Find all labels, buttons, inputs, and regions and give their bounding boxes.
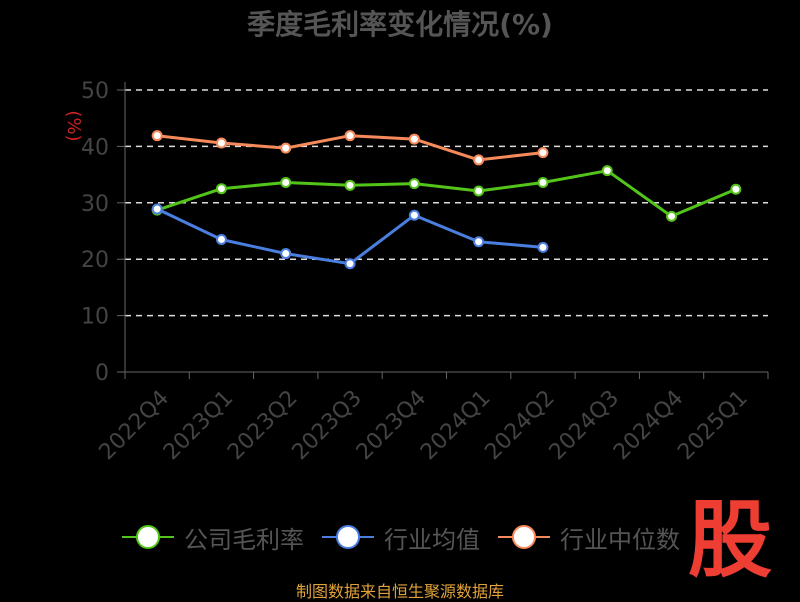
point-company-margin-2023Q3[interactable]: [344, 179, 356, 191]
point-industry-median-2023Q2[interactable]: [280, 142, 292, 154]
axes: [117, 82, 769, 379]
point-company-margin-2023Q4[interactable]: [408, 178, 420, 190]
legend-item-company[interactable]: 公司毛利率: [122, 515, 304, 559]
point-industry-mean-2023Q4[interactable]: [408, 209, 420, 221]
legend-label-company: 公司毛利率: [184, 525, 304, 554]
y-tick-label-50: 50: [81, 79, 109, 104]
x-tick-label-2023Q1: 2023Q1: [159, 386, 238, 465]
point-industry-median-2022Q4[interactable]: [151, 130, 163, 142]
y-tick-label-0: 0: [95, 361, 109, 386]
point-industry-mean-2023Q1[interactable]: [215, 233, 227, 245]
x-tick-label-2023Q2: 2023Q2: [223, 386, 302, 465]
x-tick-label-2025Q1: 2025Q1: [673, 386, 752, 465]
legend: 公司毛利率 行业均值 行业中位数: [0, 515, 800, 559]
point-industry-mean-2023Q3[interactable]: [344, 258, 356, 270]
logo-mark: 股: [688, 491, 773, 589]
point-company-margin-2024Q1[interactable]: [473, 185, 485, 197]
series-line-company-margin: [156, 169, 737, 218]
legend-label-industry-median: 行业中位数: [560, 525, 680, 554]
chart-title: 季度毛利率变化情况(%): [247, 8, 553, 41]
y-tick-label-40: 40: [81, 135, 109, 160]
grid-lines: [125, 89, 768, 317]
legend-item-industry-median[interactable]: 行业中位数: [498, 515, 680, 559]
source-footer: 制图数据来自恒生聚源数据库: [295, 582, 504, 601]
legend-label-industry-mean: 行业均值: [384, 525, 480, 554]
point-industry-median-2023Q4[interactable]: [408, 133, 420, 145]
point-company-margin-2023Q2[interactable]: [280, 176, 292, 188]
y-tick-label-20: 20: [81, 248, 109, 273]
x-tick-label-2023Q4: 2023Q4: [352, 386, 431, 465]
series-layer: [151, 130, 742, 270]
x-tick-label-2024Q4: 2024Q4: [609, 386, 688, 465]
point-company-margin-2024Q4[interactable]: [666, 210, 678, 222]
point-industry-mean-2023Q2[interactable]: [280, 248, 292, 260]
legend-swatch-industry-mean: [322, 525, 374, 549]
point-industry-mean-2024Q2[interactable]: [537, 241, 549, 253]
x-tick-labels: 2022Q42023Q12023Q22023Q32023Q42024Q12024…: [95, 386, 753, 465]
point-industry-median-2023Q1[interactable]: [215, 137, 227, 149]
point-company-margin-2024Q3[interactable]: [601, 165, 613, 177]
point-industry-mean-2022Q4[interactable]: [151, 203, 163, 215]
x-tick-label-2024Q3: 2024Q3: [545, 386, 624, 465]
point-industry-median-2024Q2[interactable]: [537, 147, 549, 159]
y-tick-label-30: 30: [81, 192, 109, 217]
point-industry-median-2023Q3[interactable]: [344, 130, 356, 142]
y-tick-labels: 0 10 20 30 40 50: [81, 79, 109, 386]
legend-item-industry-mean[interactable]: 行业均值: [322, 515, 480, 559]
x-tick-label-2024Q2: 2024Q2: [480, 386, 559, 465]
y-tick-label-10: 10: [81, 305, 109, 330]
series-line-industry-mean: [156, 207, 544, 266]
point-company-margin-2024Q2[interactable]: [537, 176, 549, 188]
point-industry-mean-2024Q1[interactable]: [473, 236, 485, 248]
x-tick-label-2024Q1: 2024Q1: [416, 386, 495, 465]
point-company-margin-2023Q1[interactable]: [215, 183, 227, 195]
legend-swatch-industry-median: [498, 525, 550, 549]
y-axis-label: (%): [63, 110, 84, 141]
legend-swatch-company: [122, 525, 174, 549]
x-tick-label-2022Q4: 2022Q4: [95, 386, 174, 465]
point-industry-median-2024Q1[interactable]: [473, 154, 485, 166]
x-tick-label-2023Q3: 2023Q3: [288, 386, 367, 465]
point-company-margin-2025Q1[interactable]: [730, 183, 742, 195]
